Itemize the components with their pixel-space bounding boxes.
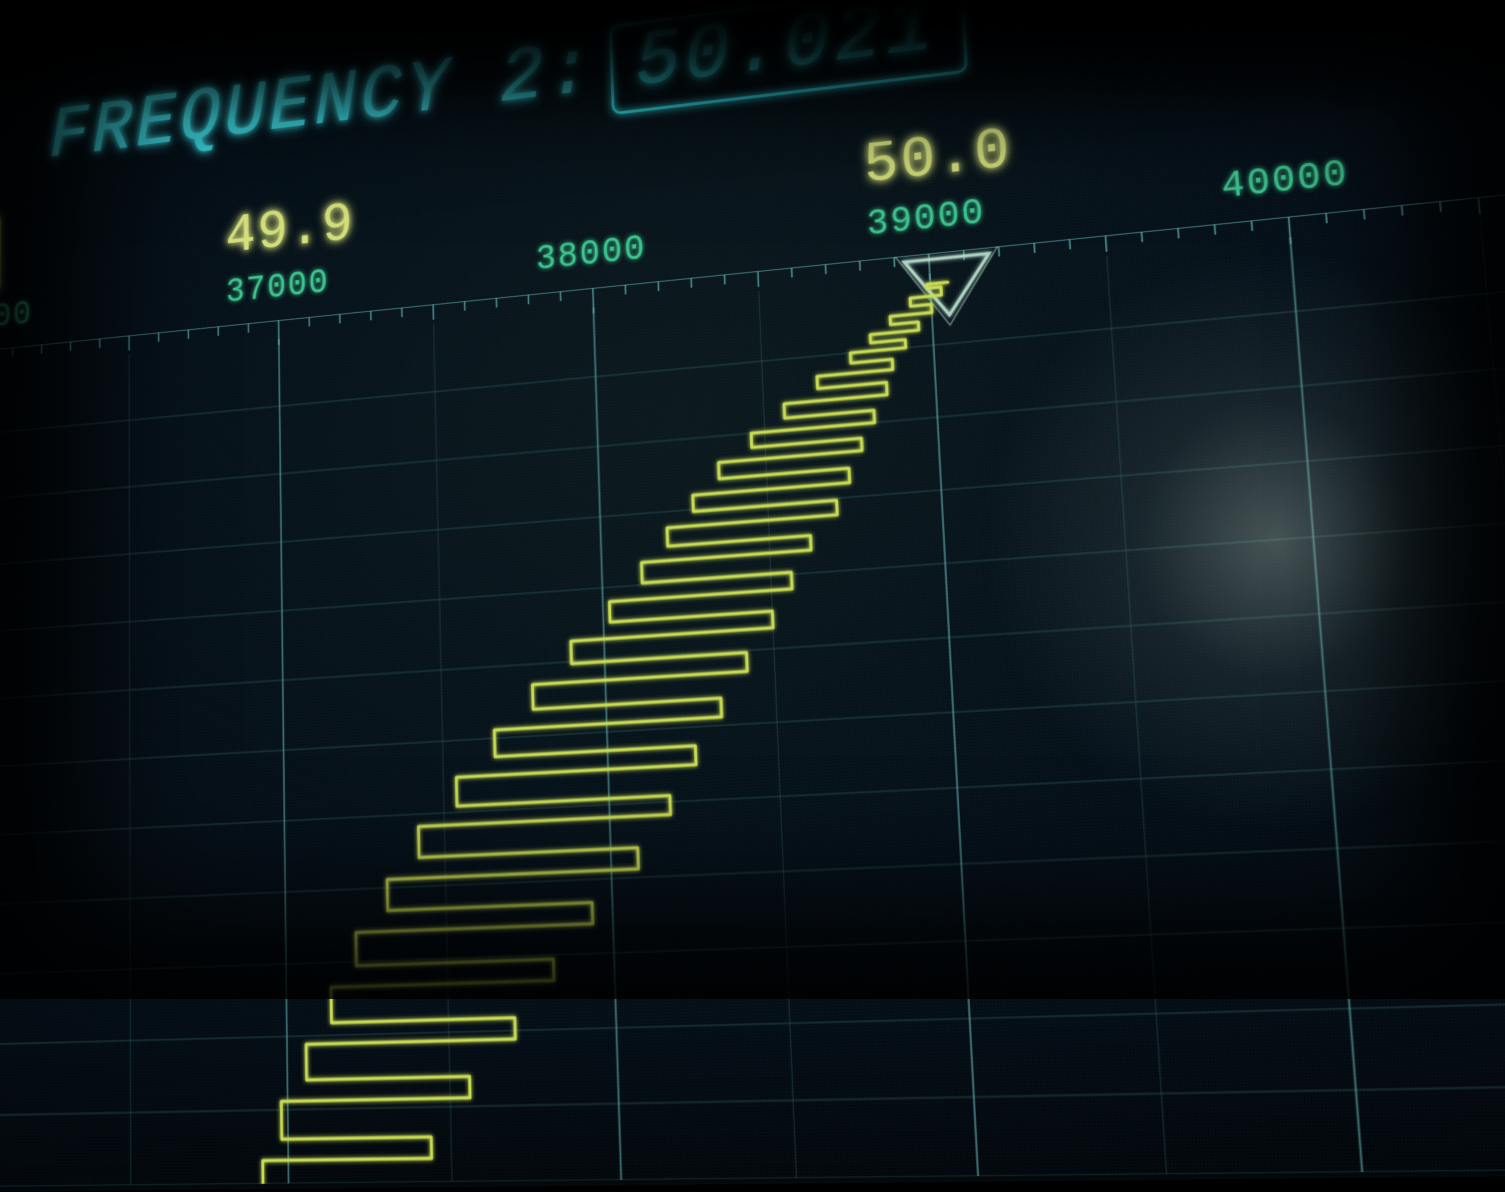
axis-minor-label: 36000: [0, 294, 33, 342]
axis-minor-label: 38000: [535, 228, 647, 280]
title-row: FREQUENCY 2: 50.021: [49, 0, 968, 183]
axis-minor-label: 40000: [1220, 152, 1350, 208]
frequency-label: FREQUENCY 2:: [49, 26, 597, 179]
axis-minor-label: 37000: [226, 262, 330, 312]
axis-major-label: 50.0: [862, 118, 1013, 200]
axis-minor-label: 39000: [866, 192, 987, 246]
frequency-chart: [0, 177, 1505, 1188]
axis-major-label: 49.9: [225, 193, 355, 269]
monitor-panel: FREQUENCY 2: 50.021 022 TIME EF (M 49.95…: [0, 0, 1505, 1192]
frequency-value-box: 50.021: [609, 0, 968, 115]
frequency-trace: [255, 282, 999, 1188]
